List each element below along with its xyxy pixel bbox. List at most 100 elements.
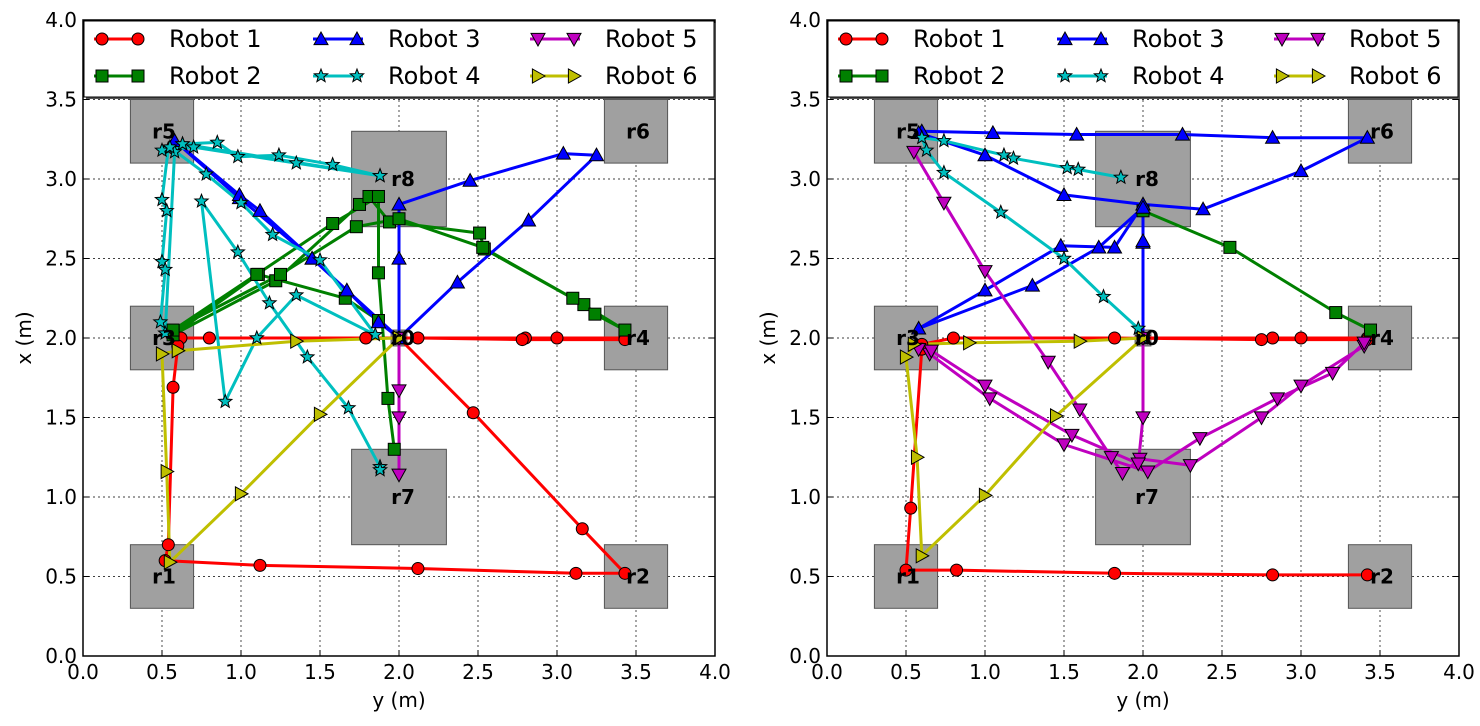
data-point-robot-1 xyxy=(575,522,589,536)
data-point-robot-2 xyxy=(618,323,632,337)
data-point-robot-3 xyxy=(1195,201,1211,216)
data-point-robot-5 xyxy=(1056,438,1072,453)
legend-marker-robot-1 xyxy=(875,32,889,46)
y-tick-label: 2.5 xyxy=(45,247,77,271)
data-point-robot-3 xyxy=(1264,129,1281,144)
x-tick-label: 3.0 xyxy=(1285,660,1317,684)
chart-panel-2: r1 r2 r3 r4 r5 r6 r7 r8 r0 0.0 0.5 1.0 1.5 2.0 2.5 3.0 3… xyxy=(756,8,1475,712)
data-point-robot-4 xyxy=(1056,250,1072,266)
data-point-robot-1 xyxy=(1266,331,1280,345)
legend-marker-robot-4 xyxy=(313,67,329,83)
data-point-robot-4 xyxy=(261,294,278,310)
legend-label-robot-2: Robot 2 xyxy=(169,62,262,90)
x-tick-label: 2.5 xyxy=(462,660,494,684)
data-point-robot-6 xyxy=(899,349,915,365)
data-point-robot-4 xyxy=(154,253,170,269)
data-point-robot-4 xyxy=(198,165,215,182)
data-point-robot-6 xyxy=(160,463,175,480)
legend-label-robot-4: Robot 4 xyxy=(388,62,481,90)
y-tick-label: 3.5 xyxy=(45,88,77,112)
data-point-robot-1 xyxy=(202,331,216,345)
data-point-robot-5 xyxy=(923,344,940,359)
data-point-robot-4 xyxy=(229,243,246,259)
data-point-robot-2 xyxy=(1223,240,1237,254)
x-tick-label: 2.0 xyxy=(383,660,415,684)
region-label-r7: r7 xyxy=(1135,485,1159,509)
region-labels: r1 r2 r3 r4 r5 r6 r7 r8 r0 xyxy=(152,119,650,588)
data-point-robot-2 xyxy=(1329,306,1343,320)
legend-marker-robot-3 xyxy=(313,30,329,46)
data-point-robot-1 xyxy=(1360,568,1374,582)
legend-label-robot-2: Robot 2 xyxy=(913,62,1006,90)
data-point-robot-3 xyxy=(1052,237,1069,252)
x-tick-label: 0.0 xyxy=(67,660,99,684)
data-point-robot-5 xyxy=(1130,457,1147,472)
region-r6 xyxy=(603,99,669,164)
legend-marker-robot-1 xyxy=(95,32,109,46)
data-point-robot-3 xyxy=(462,172,478,187)
data-point-robot-4 xyxy=(299,348,316,364)
x-tick-label: 0.5 xyxy=(146,660,178,684)
data-point-robot-4 xyxy=(157,324,174,341)
legend-label-robot-1: Robot 1 xyxy=(913,25,1006,53)
y-tick-label: 1.0 xyxy=(789,485,821,509)
data-point-robot-5 xyxy=(977,379,993,394)
data-point-robot-3 xyxy=(910,320,927,335)
x-tick-label: 3.0 xyxy=(541,660,573,684)
data-point-robot-5 xyxy=(1324,366,1341,382)
data-point-robot-4 xyxy=(288,154,305,170)
data-point-robot-3 xyxy=(1174,126,1191,141)
data-point-robot-6 xyxy=(978,487,994,504)
legend-marker-robot-5 xyxy=(1274,32,1290,48)
legend-marker-robot-2 xyxy=(875,69,889,83)
series-group xyxy=(152,132,632,580)
y-tick-label: 1.5 xyxy=(45,406,77,430)
data-point-robot-1 xyxy=(1108,566,1122,580)
data-point-robot-5 xyxy=(1192,432,1208,447)
y-axis-title: x (m) xyxy=(12,311,36,364)
legend-label-robot-6: Robot 6 xyxy=(1349,62,1442,90)
legend: Robot 1 Robot 2 Robot 3 Robot 4 Robot 5 Robot… xyxy=(827,20,1460,99)
legend-marker-robot-6 xyxy=(1275,68,1291,84)
data-point-robot-4 xyxy=(158,202,175,218)
data-point-robot-2 xyxy=(1364,323,1378,337)
x-axis-title: y (m) xyxy=(1116,688,1169,712)
y-tick-label: 4.0 xyxy=(789,8,821,32)
data-point-robot-6 xyxy=(915,547,930,564)
data-point-robot-4 xyxy=(935,164,952,180)
x-tick-label: 4.0 xyxy=(1443,660,1475,684)
legend-label-robot-3: Robot 3 xyxy=(1132,25,1225,53)
data-point-robot-5 xyxy=(1071,403,1088,418)
ticks: 0.0 0.5 1.0 1.5 2.0 2.5 3.0 3.5 4.0 0.0 0.5 1.0 1.5 2… xyxy=(45,8,731,684)
data-point-robot-3 xyxy=(391,250,407,265)
x-tick-label: 3.5 xyxy=(620,660,652,684)
data-point-robot-4 xyxy=(157,261,174,277)
data-point-robot-1 xyxy=(550,331,564,345)
region-r2 xyxy=(1347,544,1413,609)
data-point-robot-4 xyxy=(372,461,389,477)
data-point-robot-2 xyxy=(326,217,340,231)
data-point-robot-3 xyxy=(449,274,466,289)
region-label-r4: r4 xyxy=(1370,326,1394,350)
region-label-r3: r3 xyxy=(896,326,920,350)
y-tick-label: 3.5 xyxy=(789,88,821,112)
data-point-robot-3 xyxy=(977,282,993,297)
legend-marker-robot-4 xyxy=(1057,67,1073,83)
legend-marker-robot-1 xyxy=(131,32,145,46)
data-point-robot-2 xyxy=(250,267,264,281)
region-label-r0: r0 xyxy=(391,326,415,350)
y-tick-label: 0.0 xyxy=(45,644,77,668)
data-point-robot-4 xyxy=(233,194,249,210)
data-point-robot-1 xyxy=(253,558,267,572)
data-point-robot-5 xyxy=(1293,379,1309,394)
legend-marker-robot-2 xyxy=(95,69,109,83)
data-point-robot-4 xyxy=(1095,288,1112,304)
y-axis-title: x (m) xyxy=(756,311,780,364)
data-point-robot-5 xyxy=(1114,467,1131,482)
data-point-robot-6 xyxy=(392,330,408,346)
data-point-robot-5 xyxy=(391,468,407,483)
legend-marker-robot-2 xyxy=(131,69,145,83)
data-point-robot-3 xyxy=(985,124,1001,139)
data-point-robot-6 xyxy=(171,342,186,359)
x-tick-label: 4.0 xyxy=(699,660,731,684)
